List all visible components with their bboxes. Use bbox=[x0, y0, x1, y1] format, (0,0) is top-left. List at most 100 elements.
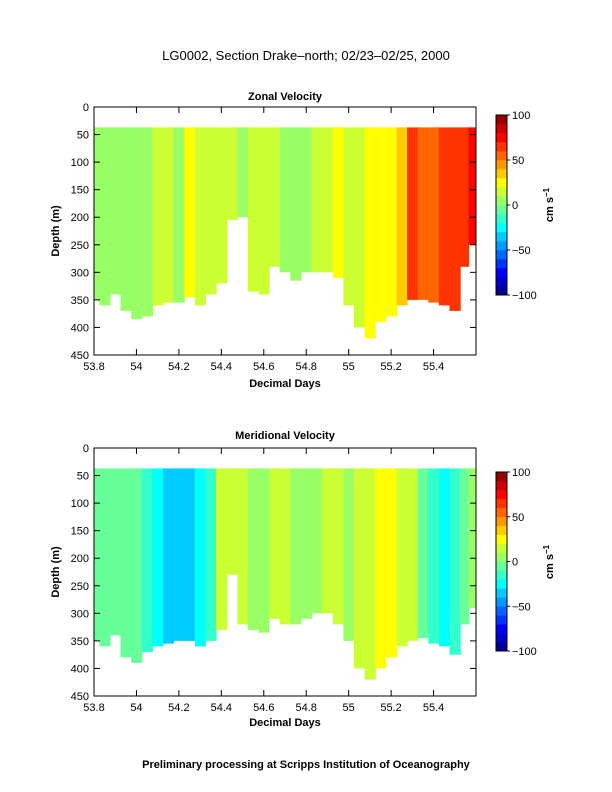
meridional-velocity-column bbox=[468, 468, 476, 608]
zonal-y-tick-label: 200 bbox=[71, 212, 89, 224]
zonal-colorbar-swatch bbox=[496, 124, 507, 134]
zonal-colorbar-exponent: −1 bbox=[542, 187, 551, 197]
zonal-velocity-column bbox=[279, 127, 291, 273]
meridional-y-tick-label: 100 bbox=[71, 498, 89, 510]
zonal-velocity-column bbox=[375, 127, 387, 322]
meridional-velocity-column bbox=[364, 468, 376, 680]
meridional-velocity-column bbox=[322, 468, 334, 614]
zonal-velocity-column bbox=[141, 127, 153, 317]
zonal-y-tick-label: 450 bbox=[71, 350, 89, 362]
zonal-velocity-column bbox=[205, 127, 217, 295]
zonal-velocity-column bbox=[194, 127, 207, 306]
zonal-velocity-column bbox=[468, 127, 476, 245]
zonal-x-tick-label: 54.4 bbox=[211, 361, 232, 373]
zonal-colorbar-tick-label: −100 bbox=[512, 290, 537, 302]
zonal-y-tick-label: 100 bbox=[71, 157, 89, 169]
meridional-colorbar-tick-label: 100 bbox=[512, 467, 530, 479]
meridional-y-tick-label: 50 bbox=[77, 471, 89, 483]
zonal-x-axis-label: Decimal Days bbox=[249, 378, 321, 390]
zonal-velocity-column bbox=[460, 127, 470, 267]
meridional-x-tick-label: 54.6 bbox=[253, 702, 274, 714]
meridional-velocity-column bbox=[311, 468, 323, 614]
zonal-colorbar-swatch bbox=[496, 169, 507, 179]
meridional-y-tick-label: 450 bbox=[71, 691, 89, 703]
zonal-colorbar: 100 50 0 −50 −100 bbox=[495, 110, 537, 302]
zonal-velocity-column bbox=[247, 127, 260, 292]
meridional-velocity-column bbox=[353, 468, 366, 669]
zonal-colorbar-tick-label: 100 bbox=[512, 110, 530, 122]
zonal-colorbar-swatch bbox=[496, 223, 507, 233]
zonal-colorbar-swatch bbox=[496, 160, 507, 170]
zonal-y-tick-label: 150 bbox=[71, 185, 89, 197]
zonal-colorbar-swatch bbox=[496, 205, 507, 215]
zonal-colorbar-unit: cm s bbox=[544, 197, 556, 222]
zonal-colorbar-swatch bbox=[496, 259, 507, 269]
meridional-colorbar-swatch bbox=[496, 534, 507, 544]
zonal-velocity-column bbox=[449, 127, 461, 311]
zonal-velocity-field bbox=[94, 127, 476, 339]
zonal-velocity-column bbox=[94, 127, 100, 300]
meridional-velocity-column bbox=[184, 468, 196, 641]
meridional-y-tick-label: 400 bbox=[71, 663, 89, 675]
meridional-y-ticks: 0 50 100 150 200 250 300 350 400 450 bbox=[71, 443, 476, 703]
meridional-velocity-column bbox=[152, 468, 164, 647]
meridional-colorbar-label: cm s−1 bbox=[542, 544, 556, 579]
zonal-y-tick-label: 250 bbox=[71, 240, 89, 252]
meridional-colorbar-swatch bbox=[496, 579, 507, 589]
meridional-velocity-column bbox=[131, 468, 143, 663]
meridional-velocity-column bbox=[460, 468, 470, 625]
meridional-velocity-column bbox=[94, 468, 100, 641]
zonal-velocity-column bbox=[216, 127, 228, 284]
zonal-velocity-column bbox=[396, 127, 408, 306]
zonal-x-ticks: 53.8 54 54.2 54.4 54.6 54.8 55 55.2 55.4 bbox=[83, 107, 444, 373]
zonal-y-tick-label: 50 bbox=[77, 130, 89, 142]
meridional-y-tick-label: 300 bbox=[71, 608, 89, 620]
meridional-velocity-column bbox=[449, 468, 461, 655]
zonal-x-tick-label: 55 bbox=[343, 361, 355, 373]
meridional-y-tick-label: 0 bbox=[83, 443, 89, 455]
zonal-colorbar-label: cm s−1 bbox=[542, 187, 556, 222]
meridional-velocity-column bbox=[162, 468, 175, 644]
zonal-colorbar-swatch bbox=[496, 196, 507, 206]
meridional-velocity-field bbox=[94, 468, 476, 680]
meridional-velocity-column bbox=[173, 468, 185, 641]
zonal-velocity-column bbox=[417, 127, 429, 300]
zonal-x-tick-label: 55.4 bbox=[423, 361, 444, 373]
meridional-velocity-column bbox=[332, 468, 344, 625]
zonal-velocity-column bbox=[343, 127, 355, 306]
meridional-colorbar-tick-label: −100 bbox=[512, 646, 537, 658]
zonal-velocity-column bbox=[332, 127, 344, 278]
meridional-x-axis-label: Decimal Days bbox=[249, 717, 321, 729]
zonal-colorbar-tick-label: −50 bbox=[512, 245, 531, 257]
zonal-colorbar-swatch bbox=[496, 277, 507, 287]
zonal-x-tick-label: 54.2 bbox=[168, 361, 189, 373]
meridional-colorbar-swatch bbox=[496, 525, 507, 535]
zonal-colorbar-swatch bbox=[496, 178, 507, 188]
meridional-colorbar-tick-label: 50 bbox=[512, 512, 524, 524]
zonal-velocity-column bbox=[237, 127, 249, 218]
zonal-colorbar-swatch bbox=[496, 187, 507, 197]
zonal-colorbar-swatch bbox=[496, 133, 507, 143]
meridional-velocity-column bbox=[269, 468, 281, 619]
zonal-x-tick-label: 55.2 bbox=[380, 361, 401, 373]
meridional-velocity-column bbox=[407, 468, 419, 641]
zonal-velocity-column bbox=[364, 127, 376, 339]
zonal-colorbar-tick-label: 0 bbox=[512, 200, 518, 212]
zonal-velocity-column bbox=[152, 127, 164, 306]
meridional-colorbar-swatch bbox=[496, 588, 507, 598]
meridional-colorbar-swatch bbox=[496, 489, 507, 500]
meridional-colorbar-swatch bbox=[496, 552, 507, 562]
meridional-x-tick-label: 54.2 bbox=[168, 702, 189, 714]
zonal-velocity-column bbox=[162, 127, 175, 303]
meridional-y-tick-label: 250 bbox=[71, 581, 89, 593]
meridional-x-tick-label: 54.8 bbox=[296, 702, 317, 714]
zonal-velocity-column bbox=[311, 127, 323, 273]
meridional-colorbar-swatch bbox=[496, 597, 507, 607]
meridional-colorbar-swatch bbox=[496, 633, 507, 643]
meridional-velocity-column bbox=[141, 468, 153, 652]
meridional-colorbar-unit: cm s bbox=[544, 554, 556, 579]
zonal-velocity-column bbox=[258, 127, 270, 295]
meridional-colorbar-swatch bbox=[496, 642, 507, 652]
zonal-velocity-column bbox=[184, 127, 196, 298]
